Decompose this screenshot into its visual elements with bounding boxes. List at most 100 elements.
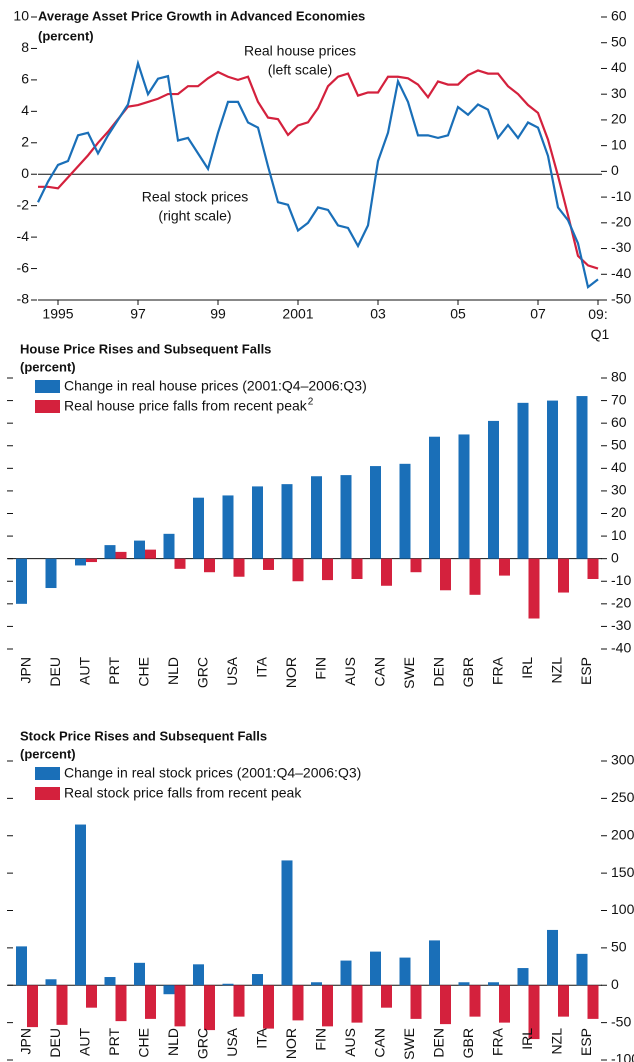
legend-label: Real house price falls from recent peak: [64, 398, 308, 414]
x-tick-label: FRA: [490, 656, 506, 685]
y2-tick-label: 50: [611, 33, 627, 49]
bar: [222, 983, 234, 986]
y2-tick-label: 20: [611, 504, 627, 520]
bar: [252, 974, 263, 986]
bar: [440, 558, 451, 591]
bar: [163, 985, 175, 995]
y2-tick-label: -30: [611, 617, 631, 633]
bar: [340, 960, 352, 986]
bar: [204, 985, 215, 1031]
x-tick-label: 07: [530, 306, 546, 322]
bar: [558, 558, 569, 593]
bar: [75, 558, 86, 566]
y2-tick-label: 40: [611, 459, 627, 475]
annotation: (left scale): [268, 62, 333, 78]
x-tick-label: NOR: [283, 1028, 299, 1059]
x-tick-label: JPN: [18, 657, 34, 683]
bar: [351, 985, 363, 1023]
bar: [381, 558, 392, 586]
bar: [104, 545, 116, 559]
legend-swatch: [35, 400, 60, 413]
y2-tick-label: -10: [611, 188, 631, 204]
bar: [134, 962, 145, 986]
y2-tick-label: -50: [611, 1013, 631, 1029]
bar: [252, 486, 263, 559]
x-tick-label: AUS: [342, 657, 358, 686]
bar: [45, 558, 57, 589]
y2-tick-label: -100: [611, 1051, 634, 1062]
x-tick-label: NLD: [165, 657, 181, 685]
x-tick-label: USA: [224, 656, 240, 685]
x-tick-label: 99: [210, 306, 226, 322]
x-tick-label: CAN: [372, 1028, 388, 1058]
bar: [547, 929, 558, 986]
x-tick-label: NLD: [165, 1028, 181, 1056]
bar: [145, 549, 156, 559]
bar: [351, 558, 363, 579]
chart-title: Stock Price Rises and Subsequent Falls: [20, 728, 267, 743]
legend-swatch: [35, 767, 60, 780]
bar: [263, 985, 274, 1029]
x-tick-label: FRA: [490, 1027, 506, 1056]
bar: [292, 985, 304, 1021]
bar: [45, 979, 57, 986]
x-tick-label: 03: [370, 306, 386, 322]
bar: [193, 964, 204, 986]
bar: [499, 558, 510, 576]
bar: [381, 985, 392, 1008]
x-tick-label: FIN: [313, 657, 329, 680]
x-tick-label: AUT: [77, 657, 93, 685]
bar: [370, 951, 381, 986]
bar: [281, 860, 293, 986]
y-tick-label: 4: [21, 102, 29, 118]
annotation: (right scale): [158, 208, 231, 224]
y2-tick-label: 30: [611, 482, 627, 498]
bar: [75, 824, 86, 986]
x-tick-label: GBR: [460, 657, 476, 687]
y-tick-label: 0: [21, 165, 29, 181]
annotation: Real stock prices: [142, 189, 249, 205]
x-tick-label: ITA: [254, 1027, 270, 1048]
y2-tick-label: 150: [611, 864, 634, 880]
bar: [115, 985, 127, 1022]
legend-label: Real stock price falls from recent peak: [64, 785, 302, 801]
bar: [410, 985, 422, 1019]
y2-tick-label: 0: [611, 976, 619, 992]
y2-tick-label: 50: [611, 939, 627, 955]
x-tick-label: NZL: [549, 657, 565, 684]
bar: [311, 982, 322, 986]
bar: [587, 558, 599, 579]
x-tick-label: 2001: [282, 306, 313, 322]
x-tick-label: NZL: [549, 1028, 565, 1055]
y-tick-label: 8: [21, 39, 29, 55]
bar: [517, 402, 529, 559]
x-tick-label: 1995: [42, 306, 73, 322]
legend-footnote: 2: [308, 397, 314, 408]
x-tick-label: SWE: [401, 657, 417, 689]
x-tick-label: CAN: [372, 657, 388, 687]
x-tick-label: 09: Q1: [587, 306, 610, 342]
y2-tick-label: -40: [611, 265, 631, 281]
x-tick-label: PRT: [106, 657, 122, 685]
bar: [399, 463, 411, 559]
bar: [499, 985, 510, 1023]
bar: [458, 434, 470, 559]
x-tick-label: DEU: [47, 657, 63, 687]
y-tick-label: -6: [17, 259, 30, 275]
y2-tick-label: 50: [611, 436, 627, 452]
bar: [145, 985, 156, 1019]
y2-tick-label: 0: [611, 162, 619, 178]
x-tick-label: CHE: [136, 1028, 152, 1058]
x-tick-label: JPN: [18, 1028, 34, 1054]
bar: [27, 985, 38, 1028]
bar: [410, 558, 422, 573]
bar: [233, 985, 245, 1017]
x-tick-label: ITA: [254, 656, 270, 677]
x-tick-label: DEN: [431, 657, 447, 687]
bar: [174, 558, 186, 569]
bar: [56, 985, 68, 1025]
x-tick-label: SWE: [401, 1028, 417, 1060]
y-tick-label: 6: [21, 71, 29, 87]
bar: [528, 558, 540, 619]
y2-tick-label: 70: [611, 391, 627, 407]
